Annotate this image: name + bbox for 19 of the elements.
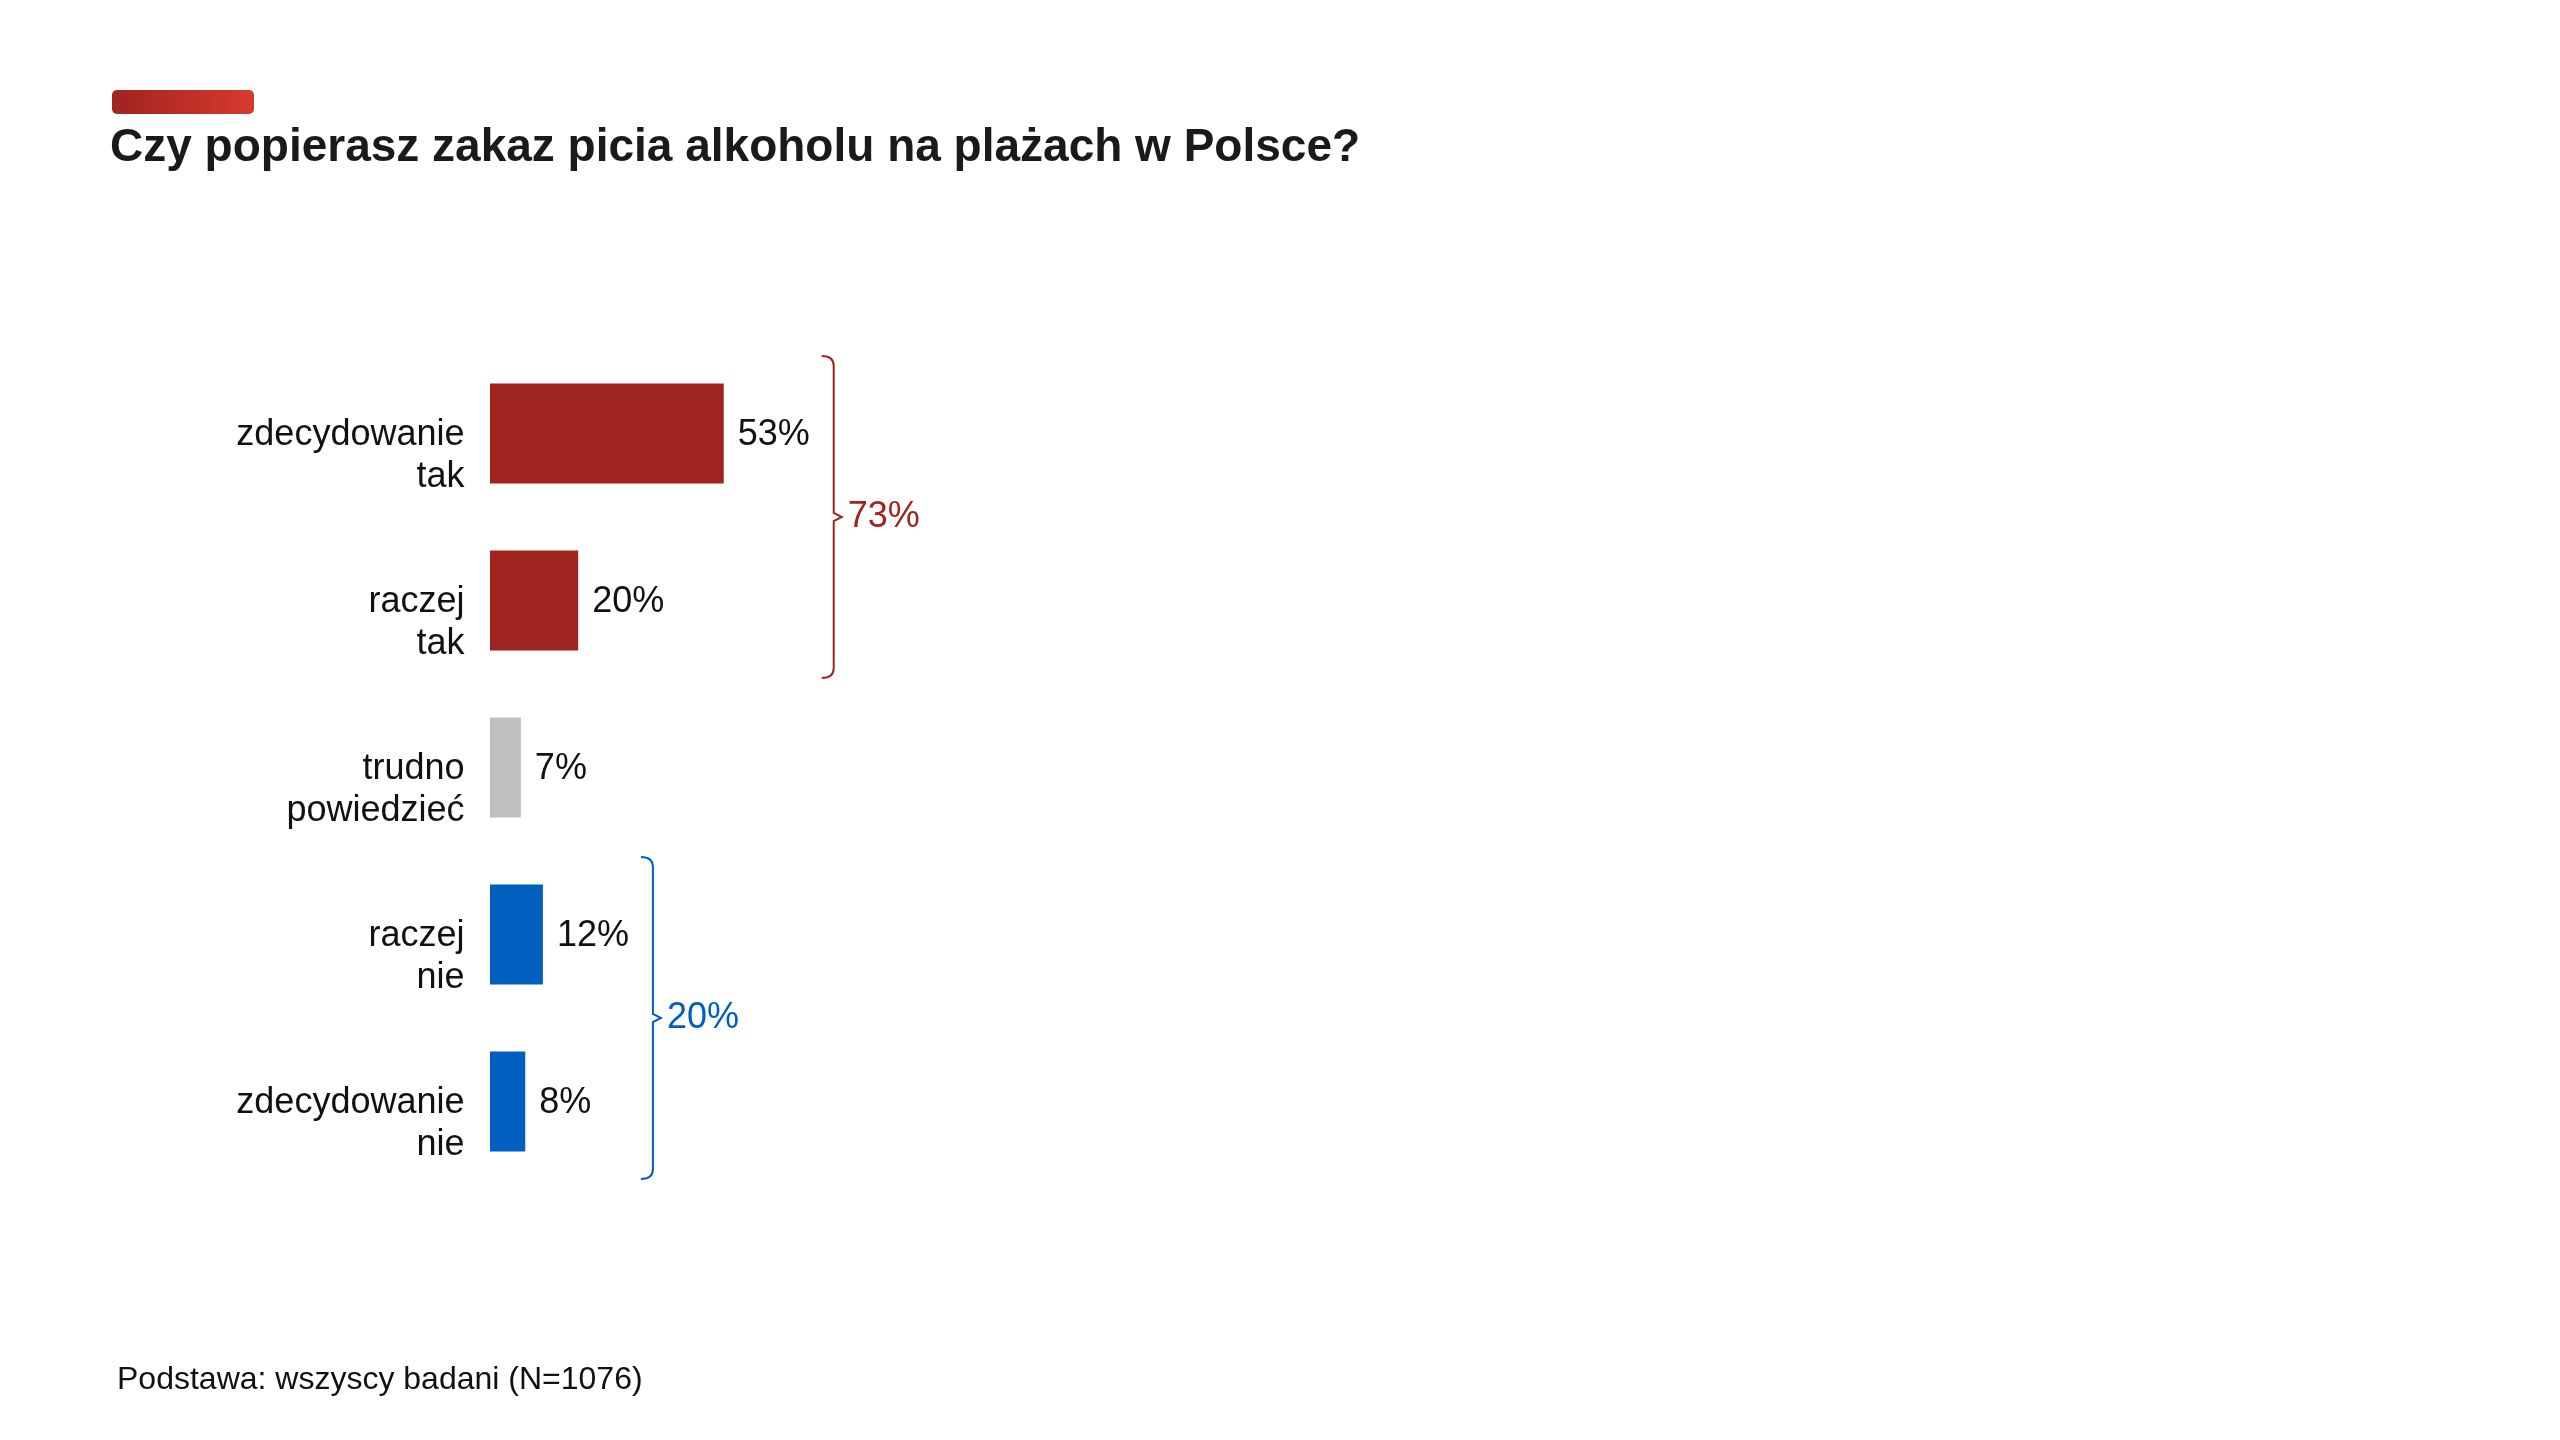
y-tick-label: trudno powiedzieć xyxy=(286,745,465,829)
data-label: 12% xyxy=(556,912,629,954)
y-tick-label: raczej nie xyxy=(368,912,465,996)
data-label: 7% xyxy=(534,745,587,787)
data-label: 20% xyxy=(592,578,665,620)
annotation: 20% xyxy=(666,994,739,1036)
y-tick-label: zdecydowanie tak xyxy=(236,411,466,495)
y-tick-label: zdecydowanie nie xyxy=(236,1079,465,1163)
data-label: 53% xyxy=(737,411,810,453)
chart-title: Czy popierasz zakaz picia alkoholu na plażach w Polsce? xyxy=(110,118,1361,172)
text: Podstawa: wszyscy badani (N=1076) xyxy=(117,1360,643,1397)
data-label: 8% xyxy=(539,1079,592,1121)
bar xyxy=(490,1051,526,1152)
y-tick-label: raczej tak xyxy=(368,578,466,662)
bar xyxy=(490,717,521,818)
text: 73% xyxy=(847,493,920,535)
bar xyxy=(490,550,579,651)
bar xyxy=(490,884,543,985)
bar xyxy=(490,383,724,484)
